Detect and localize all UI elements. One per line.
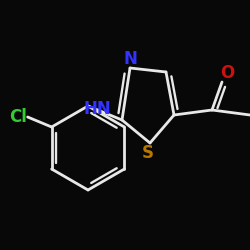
Text: HN: HN bbox=[83, 100, 111, 118]
Text: N: N bbox=[123, 50, 137, 68]
Text: S: S bbox=[142, 144, 154, 162]
Text: Cl: Cl bbox=[9, 108, 26, 126]
Text: O: O bbox=[220, 64, 234, 82]
